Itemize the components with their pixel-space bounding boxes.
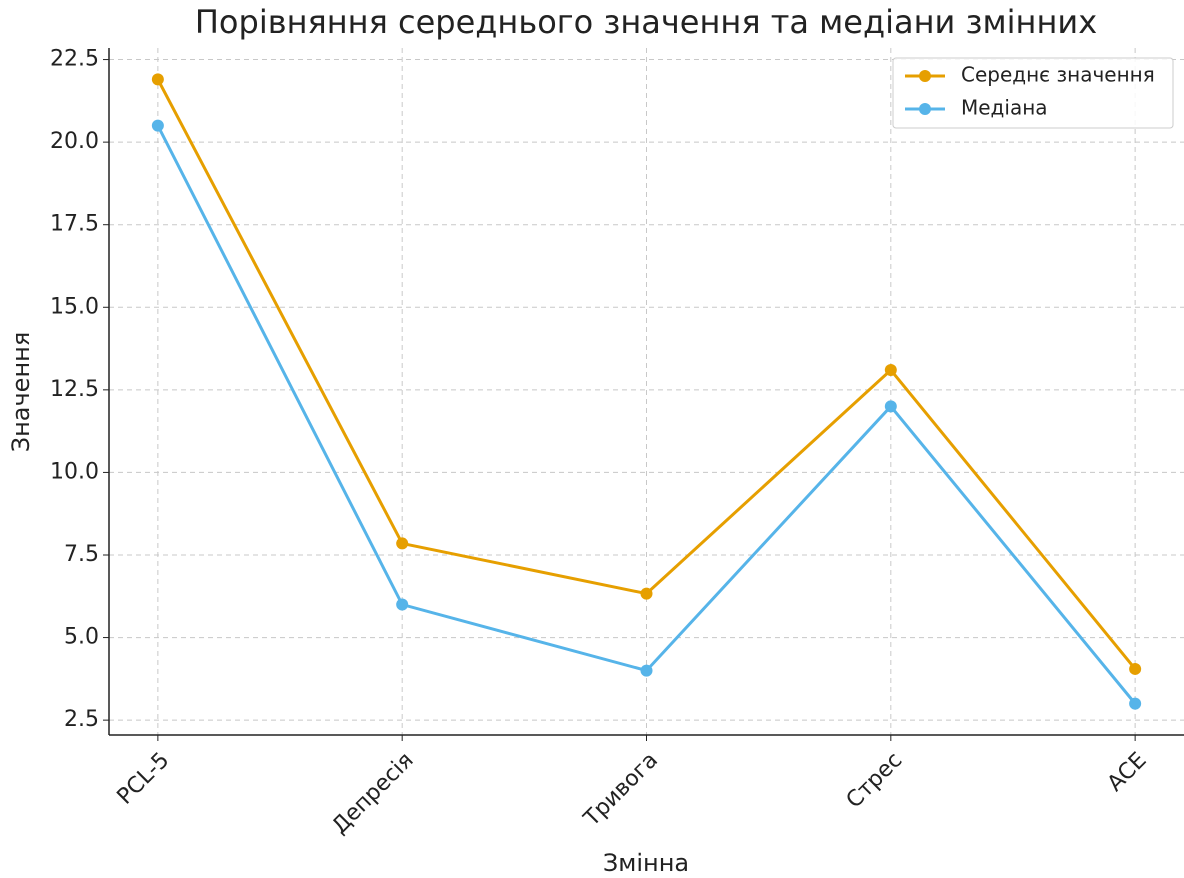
point [884, 400, 897, 413]
point [884, 364, 897, 377]
point [151, 73, 164, 86]
legend-label: Середнє значення [961, 63, 1155, 87]
point [396, 598, 409, 611]
y-tick-label: 2.5 [64, 707, 99, 732]
legend-marker [919, 70, 931, 82]
y-tick-label: 12.5 [50, 377, 99, 402]
point [640, 664, 653, 677]
x-tick-label: Депресія [327, 748, 418, 839]
chart-title: Порівняння середнього значення та медіан… [195, 3, 1097, 41]
point [640, 587, 653, 600]
y-tick-label: 17.5 [50, 212, 99, 237]
y-tick-label: 7.5 [64, 542, 99, 567]
point [396, 537, 409, 550]
y-tick-label: 15.0 [50, 294, 99, 319]
x-axis-label: Змінна [603, 849, 689, 877]
legend-box [892, 57, 1174, 129]
x-tick-label: PCL-5 [113, 748, 175, 810]
legend-marker [919, 103, 931, 115]
y-tick-label: 20.0 [50, 129, 99, 154]
y-axis-label: Значення [7, 332, 35, 453]
point [1129, 662, 1142, 675]
y-tick-label: 10.0 [50, 459, 99, 484]
x-tick-label: ACE [1103, 748, 1152, 797]
x-tick-label: Тривога [579, 748, 663, 832]
point [1129, 697, 1142, 710]
x-tick-label: Стрес [842, 748, 908, 814]
point [151, 119, 164, 132]
legend-label: Медіана [961, 96, 1048, 120]
y-tick-label: 5.0 [64, 625, 99, 650]
y-tick-label: 22.5 [50, 47, 99, 72]
